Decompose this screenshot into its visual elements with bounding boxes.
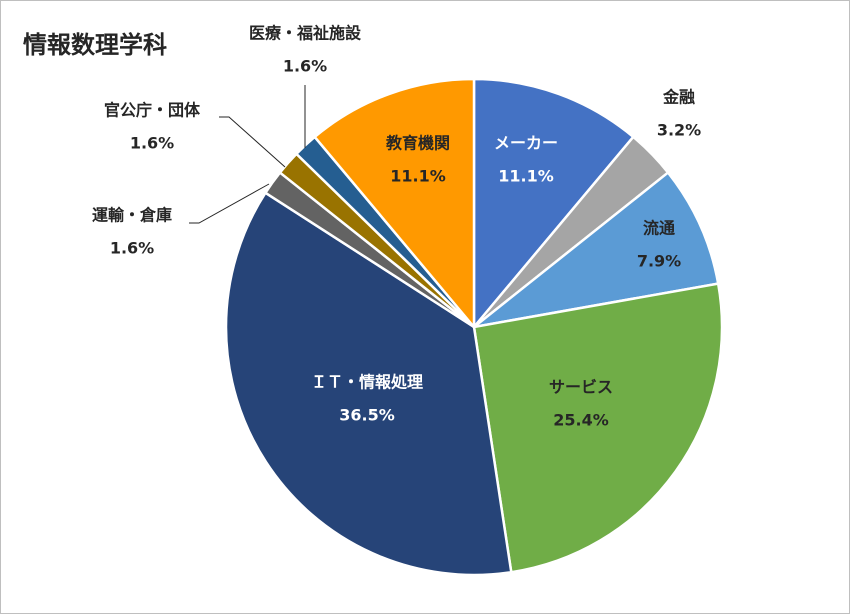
slice-value-7: 1.6% [130,134,174,153]
leader-line-7 [219,116,286,168]
slice-value-5: 36.5% [339,406,395,425]
slice-label-3: 流通 [643,219,675,238]
slice-value-4: 25.4% [553,411,609,430]
pie-slice-5 [224,191,513,577]
slice-value-1: 11.1% [498,167,554,186]
pie-slice-1 [472,77,635,329]
slice-label-4: サービス [549,378,613,397]
pie-slice-9 [313,77,476,329]
leader-line-6 [189,183,270,224]
slice-value-8: 1.6% [283,57,327,76]
slice-value-3: 7.9% [637,252,681,271]
slice-label-6: 運輸・倉庫 [92,206,172,225]
slice-label-2: 金融 [662,88,695,107]
slice-label-5: ＩＴ・情報処理 [311,373,423,392]
slice-value-9: 11.1% [390,167,446,186]
chart-title: 情報数理学科 [23,31,167,59]
slice-label-7: 官公庁・団体 [104,101,201,120]
slice-label-1: メーカー [494,134,558,153]
pie-slice-4 [472,282,724,574]
slice-label-8: 医療・福祉施設 [249,24,362,43]
slice-value-6: 1.6% [110,239,154,258]
slice-label-9: 教育機関 [386,134,450,153]
pie-slice-3 [472,171,720,329]
slice-value-2: 3.2% [657,121,701,140]
